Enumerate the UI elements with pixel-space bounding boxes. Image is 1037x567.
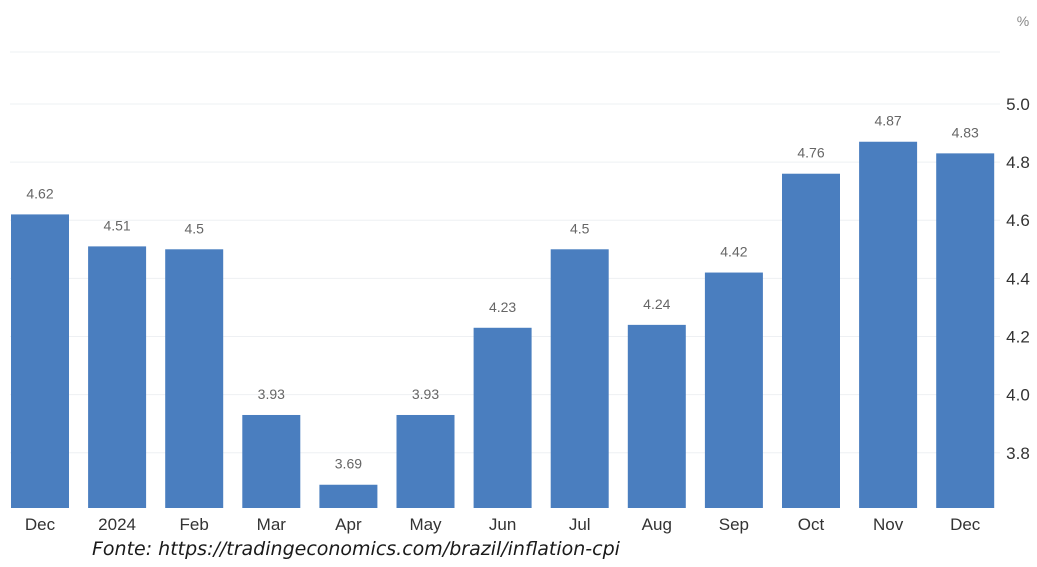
data-label: 4.5 (570, 220, 590, 236)
y-tick-label: 4.2 (1006, 327, 1030, 346)
y-tick-label: 4.8 (1006, 153, 1030, 172)
bar (396, 414, 455, 508)
bar-chart: 4.62 4.51 4.5 3.93 3.69 3.93 4.23 4.5 4.24 4.42 4.… (10, 13, 1030, 534)
y-tick-label: 5.0 (1006, 95, 1030, 114)
x-tick-label: Jul (569, 515, 591, 534)
bar (242, 414, 301, 508)
data-label: 4.5 (184, 220, 204, 236)
data-label: 4.24 (643, 296, 670, 312)
x-tick-label: Nov (873, 515, 904, 534)
x-tick-label: Dec (25, 515, 56, 534)
bar (936, 153, 995, 508)
x-tick-label: Dec (950, 515, 981, 534)
data-label: 3.93 (258, 386, 285, 402)
x-tick-label: Feb (180, 515, 209, 534)
x-tick-label: Oct (798, 515, 825, 534)
bar (704, 272, 763, 508)
data-label: 4.42 (720, 244, 747, 260)
data-label: 3.69 (335, 456, 362, 472)
y-axis-unit-label: % (1017, 13, 1029, 29)
bar (319, 484, 378, 508)
category-labels: Dec 2024 Feb Mar Apr May Jun Jul Aug Sep Oct Nov Dec (25, 515, 981, 534)
bar (550, 249, 609, 508)
data-label: 4.87 (874, 113, 901, 129)
data-label: 4.76 (797, 145, 824, 161)
x-tick-label: Jun (489, 515, 516, 534)
bars (11, 141, 995, 509)
bar (165, 249, 224, 508)
y-tick-label: 4.4 (1006, 269, 1030, 288)
bar (627, 324, 686, 508)
y-tick-label: 3.8 (1006, 444, 1030, 463)
y-axis-tick-labels: 3.8 4.0 4.2 4.4 4.6 4.8 5.0 (1006, 95, 1030, 463)
x-tick-label: 2024 (98, 515, 136, 534)
value-labels: 4.62 4.51 4.5 3.93 3.69 3.93 4.23 4.5 4.24 4.42 4.… (26, 113, 979, 472)
x-tick-label: Mar (257, 515, 287, 534)
x-tick-label: Sep (719, 515, 749, 534)
source-caption: Fonte: https://tradingeconomics.com/braz… (92, 538, 620, 560)
y-tick-label: 4.6 (1006, 211, 1030, 230)
data-label: 4.62 (26, 185, 53, 201)
bar (782, 173, 840, 508)
y-tick-label: 4.0 (1006, 386, 1030, 405)
bar (473, 327, 532, 508)
data-label: 4.23 (489, 299, 516, 315)
data-label: 3.93 (412, 386, 439, 402)
x-tick-label: Apr (335, 515, 362, 534)
data-label: 4.83 (952, 124, 979, 140)
bar (859, 141, 918, 508)
x-tick-label: May (409, 515, 442, 534)
data-label: 4.51 (103, 217, 130, 233)
x-tick-label: Aug (642, 515, 672, 534)
bar (11, 214, 69, 508)
bar (88, 246, 147, 509)
